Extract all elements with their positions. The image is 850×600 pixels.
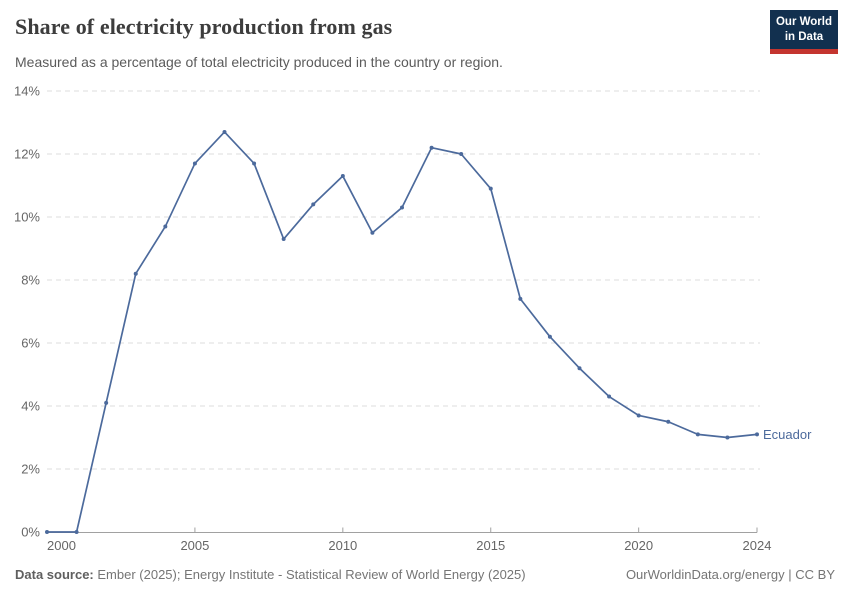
chart-footer: Data source: Ember (2025); Energy Instit… [15,567,835,582]
data-point-2004[interactable] [163,224,168,229]
data-point-2010[interactable] [340,174,345,179]
data-point-2008[interactable] [281,237,286,242]
data-point-2022[interactable] [695,432,700,437]
data-point-2000[interactable] [45,530,49,534]
x-tick-label-2024: 2024 [743,538,772,553]
data-point-2009[interactable] [311,202,316,207]
data-point-2018[interactable] [577,366,582,371]
chart-subtitle: Measured as a percentage of total electr… [15,54,503,70]
data-source-label: Data source: [15,567,94,582]
y-tick-label-4: 4% [21,399,40,414]
data-point-2019[interactable] [607,394,612,399]
data-point-2021[interactable] [666,419,671,424]
x-tick-label-2000: 2000 [47,538,76,553]
data-point-2017[interactable] [547,334,552,339]
y-tick-label-10: 10% [14,210,40,225]
data-point-2013[interactable] [429,145,434,150]
chart-title: Share of electricity production from gas [15,14,393,39]
ecuador-line[interactable] [46,131,758,533]
data-point-2006[interactable] [222,129,227,134]
data-source: Data source: Ember (2025); Energy Instit… [15,567,526,582]
ecuador-label[interactable]: Ecuador [763,427,812,442]
y-tick-label-6: 6% [21,336,40,351]
data-point-2007[interactable] [252,161,257,166]
data-point-2005[interactable] [192,161,197,166]
data-point-2014[interactable] [459,152,464,156]
x-tick-label-2010: 2010 [328,538,357,553]
y-tick-label-0: 0% [21,525,40,540]
owid-logo-line1: Our World [775,16,832,28]
data-point-2002[interactable] [104,400,109,405]
y-tick-label-12: 12% [14,147,40,162]
data-point-2003[interactable] [133,271,138,276]
data-point-2015[interactable] [488,186,493,191]
y-tick-label-14: 14% [14,84,40,99]
y-tick-label-8: 8% [21,273,40,288]
x-tick-label-2005: 2005 [180,538,209,553]
data-point-2016[interactable] [518,296,523,301]
data-point-2001[interactable] [74,530,79,534]
y-tick-label-2: 2% [21,462,40,477]
data-point-2020[interactable] [636,413,641,418]
data-point-2023[interactable] [725,435,730,440]
data-point-2011[interactable] [370,230,375,235]
owid-logo[interactable]: Our World in Data [770,10,838,54]
x-tick-label-2015: 2015 [476,538,505,553]
data-point-2012[interactable] [400,205,404,210]
x-tick-label-2020: 2020 [624,538,653,553]
owid-logo-line2: in Data [784,30,824,43]
data-point-2024[interactable] [755,432,759,437]
credit-link[interactable]: OurWorldinData.org/energy | CC BY [625,567,835,582]
data-source-text: Ember (2025); Energy Institute - Statist… [97,567,526,582]
